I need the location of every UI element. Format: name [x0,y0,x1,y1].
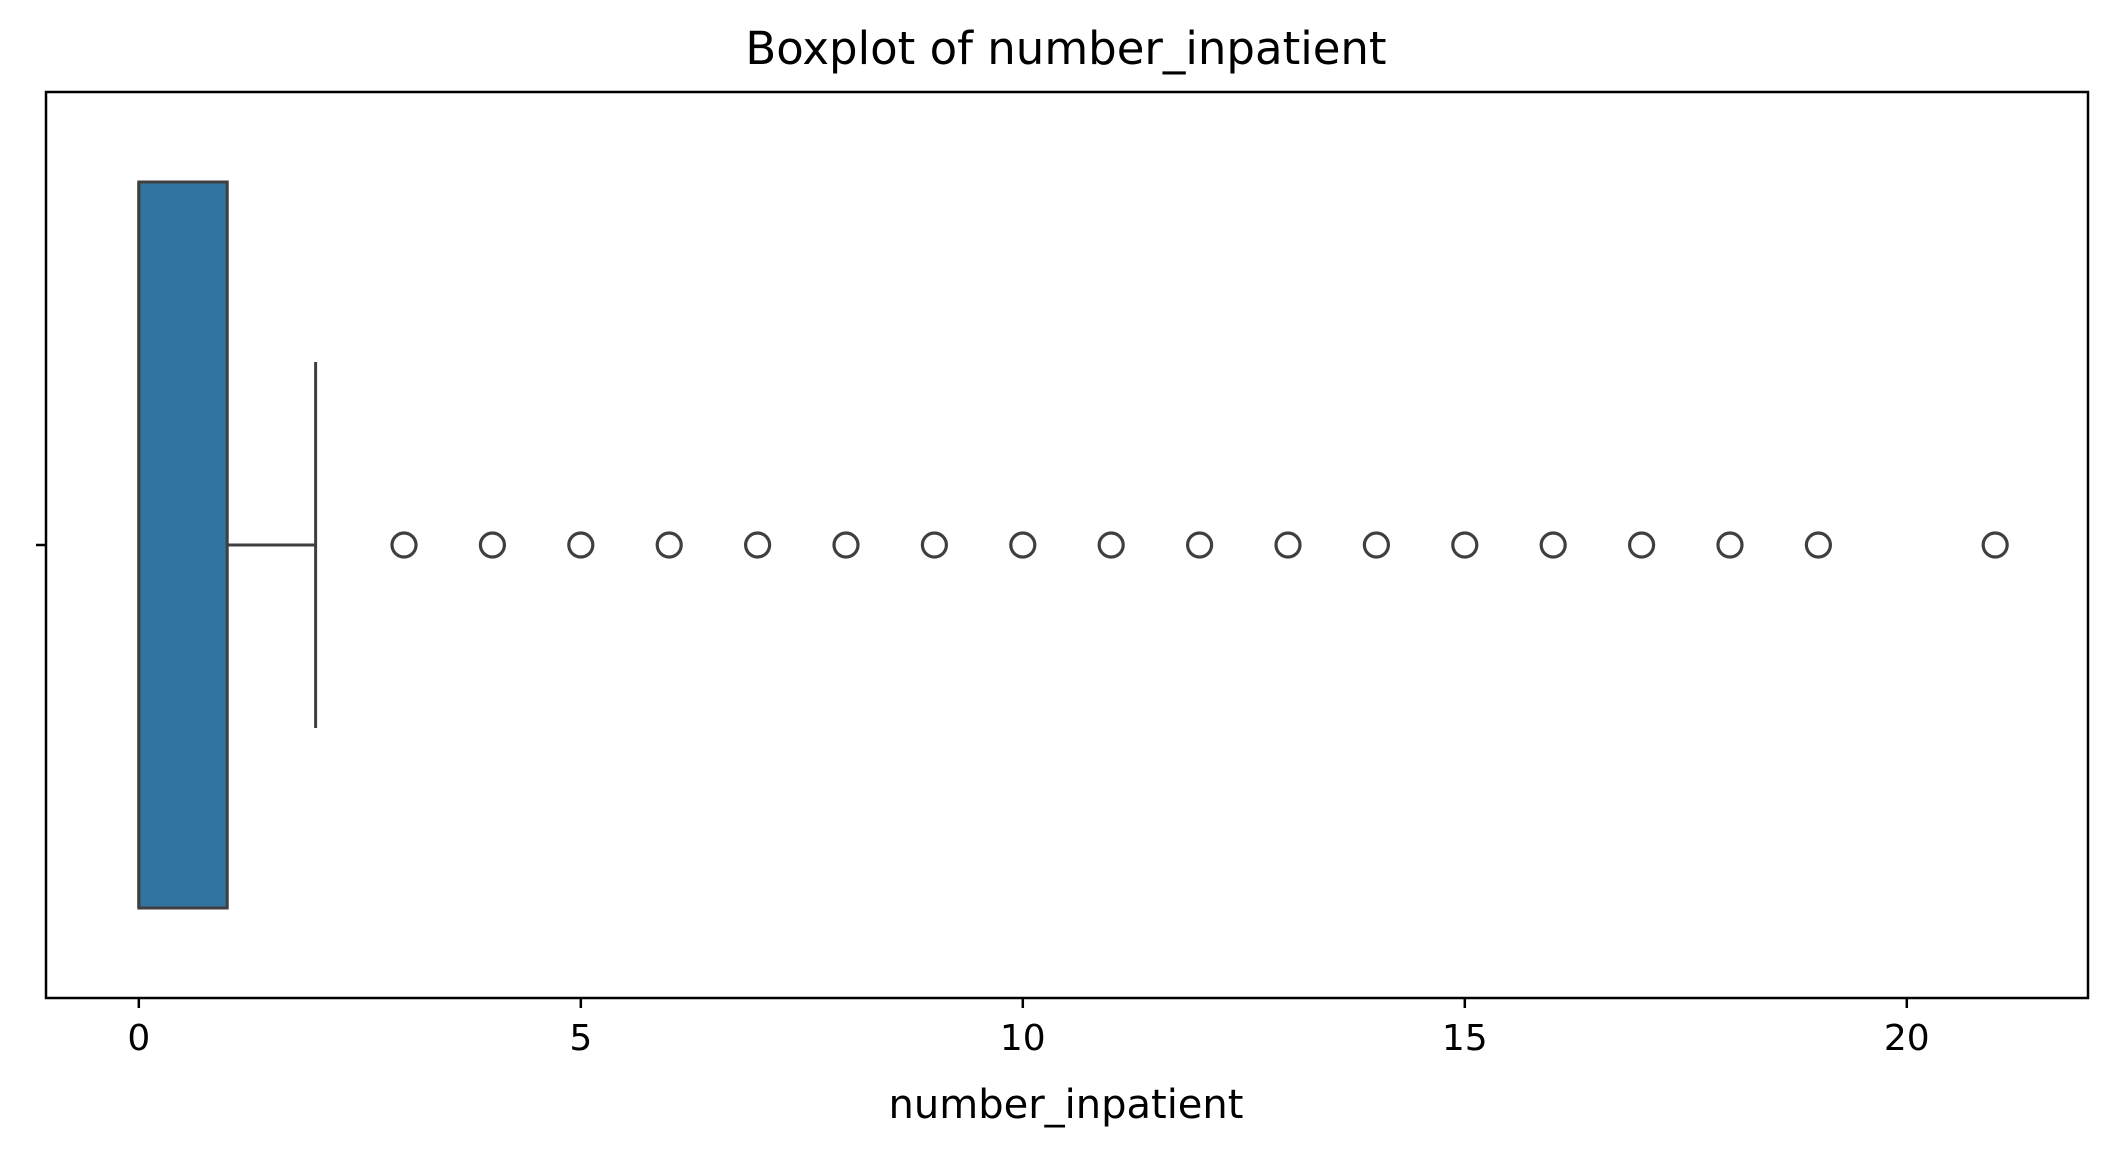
chart-title: Boxplot of number_inpatient [745,22,1386,75]
outlier-point [567,531,595,559]
outlier-point [1716,531,1744,559]
outlier-point [1981,531,2009,559]
x-tick-label: 10 [1000,1018,1046,1059]
outlier-point [1274,531,1302,559]
outlier-point [744,531,772,559]
outlier-point [1009,531,1037,559]
outlier-point [832,531,860,559]
outlier-point [478,531,507,559]
outlier-point [1539,531,1567,559]
outlier-point [655,531,683,559]
x-axis-ticks: 0 5 10 15 20 [127,998,1930,1059]
outlier-point [1627,531,1656,559]
outlier-point [1804,531,1832,559]
outlier-point [1097,531,1125,559]
outlier-point [1185,531,1214,559]
outlier-point [390,531,418,559]
x-tick-label: 0 [127,1018,150,1059]
x-tick-label: 5 [569,1018,592,1059]
outlier-point [1362,531,1390,559]
x-tick-label: 20 [1884,1018,1930,1059]
outlier-point [1451,531,1479,559]
x-tick-label: 15 [1442,1018,1488,1059]
outlier-point [920,531,949,559]
plot-area [137,180,2009,910]
x-axis-label: number_inpatient [889,1082,1244,1128]
iqr-box [137,180,229,910]
